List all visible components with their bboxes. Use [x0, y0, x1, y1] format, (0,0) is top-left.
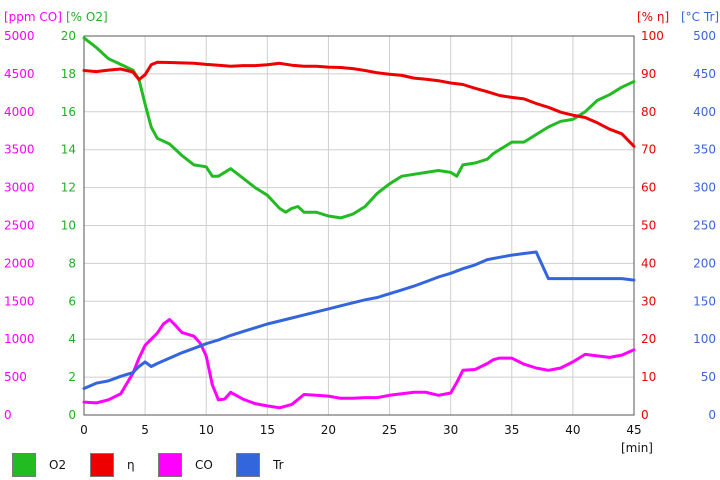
y-tick-label-co: 1000: [4, 332, 35, 346]
x-tick-label: 0: [80, 423, 88, 437]
series-line-co: [82, 318, 636, 410]
y-tick-label-eta: 10: [641, 370, 656, 384]
legend-item-o2: O2: [12, 452, 66, 478]
y-tick-label-co: 5000: [4, 29, 35, 43]
legend-swatch-o2: [12, 453, 36, 477]
y-tick-label-tr: 400: [693, 105, 716, 119]
y-tick-label-eta: 50: [641, 219, 656, 233]
x-tick-label: 15: [260, 423, 275, 437]
legend-swatch-tr: [236, 453, 260, 477]
legend-label-eta: η: [127, 458, 135, 472]
y-tick-label-tr: 200: [693, 256, 716, 270]
y-tick-label-o2: 18: [61, 67, 76, 81]
y-tick-label-eta: 40: [641, 256, 656, 270]
legend-swatch-co: [158, 453, 182, 477]
y-tick-label-co: 2500: [4, 219, 35, 233]
y-tick-label-o2: 2: [68, 370, 76, 384]
y-tick-label-tr: 500: [693, 29, 716, 43]
legend-label-co: CO: [195, 458, 213, 472]
y-tick-label-o2: 20: [61, 29, 76, 43]
y-tick-label-co: 3000: [4, 181, 35, 195]
y-tick-label-co: 4000: [4, 105, 35, 119]
y-tick-label-o2: 10: [61, 219, 76, 233]
legend: O2 η CO Tr: [0, 452, 720, 478]
series-line-o2: [82, 36, 636, 220]
legend-item-eta: η: [90, 452, 135, 478]
x-tick-label: 10: [199, 423, 214, 437]
y-tick-label-co: 1500: [4, 294, 35, 308]
y-axis-label-tr: [°C Tr]: [681, 10, 719, 24]
plot-frame: [83, 35, 635, 416]
y-tick-label-co: 500: [4, 370, 27, 384]
x-tick-label: 25: [382, 423, 397, 437]
y-tick-label-eta: 100: [641, 29, 664, 43]
y-tick-label-tr: 0: [708, 408, 716, 422]
y-tick-label-o2: 12: [61, 181, 76, 195]
y-tick-label-o2: 14: [61, 143, 76, 157]
series-line-eta: [82, 60, 636, 148]
y-tick-label-co: 3500: [4, 143, 35, 157]
axis-ticks: 0 5 10 15 20 25 30 35 40 45[min]05001000150020002…: [4, 10, 719, 455]
legend-item-co: CO: [158, 452, 213, 478]
series-line-tr: [82, 250, 636, 390]
legend-label-tr: Tr: [273, 458, 284, 472]
y-tick-label-eta: 0: [641, 408, 649, 422]
y-tick-label-eta: 20: [641, 332, 656, 346]
x-axis-label: [min]: [621, 441, 653, 455]
y-tick-label-o2: 16: [61, 105, 76, 119]
y-tick-label-tr: 150: [693, 294, 716, 308]
y-tick-label-eta: 90: [641, 67, 656, 81]
y-tick-label-eta: 80: [641, 105, 656, 119]
y-tick-label-o2: 0: [68, 408, 76, 422]
y-tick-label-tr: 250: [693, 219, 716, 233]
y-axis-label-o2: [% O2]: [66, 10, 108, 24]
y-axis-label-co: [ppm CO]: [4, 10, 62, 24]
y-tick-label-eta: 70: [641, 143, 656, 157]
y-tick-label-co: 2000: [4, 256, 35, 270]
x-tick-label: 30: [443, 423, 458, 437]
x-tick-label: 5: [141, 423, 149, 437]
y-tick-label-o2: 6: [68, 294, 76, 308]
y-tick-label-tr: 100: [693, 332, 716, 346]
x-tick-label: 20: [321, 423, 336, 437]
y-tick-label-o2: 4: [68, 332, 76, 346]
y-tick-label-tr: 450: [693, 67, 716, 81]
y-tick-label-tr: 300: [693, 181, 716, 195]
legend-item-tr: Tr: [236, 452, 284, 478]
series-lines: [82, 36, 636, 410]
y-tick-label-eta: 60: [641, 181, 656, 195]
x-tick-label: 35: [504, 423, 519, 437]
x-tick-label: 45: [626, 423, 641, 437]
legend-swatch-eta: [90, 453, 114, 477]
y-tick-label-co: 0: [4, 408, 12, 422]
y-tick-label-co: 4500: [4, 67, 35, 81]
y-tick-label-o2: 8: [68, 256, 76, 270]
y-tick-label-tr: 350: [693, 143, 716, 157]
y-tick-label-eta: 30: [641, 294, 656, 308]
y-axis-label-eta: [% η]: [637, 10, 669, 24]
legend-label-o2: O2: [49, 458, 67, 472]
y-tick-label-tr: 50: [701, 370, 716, 384]
x-tick-label: 40: [565, 423, 580, 437]
axes-frame: [83, 35, 635, 416]
